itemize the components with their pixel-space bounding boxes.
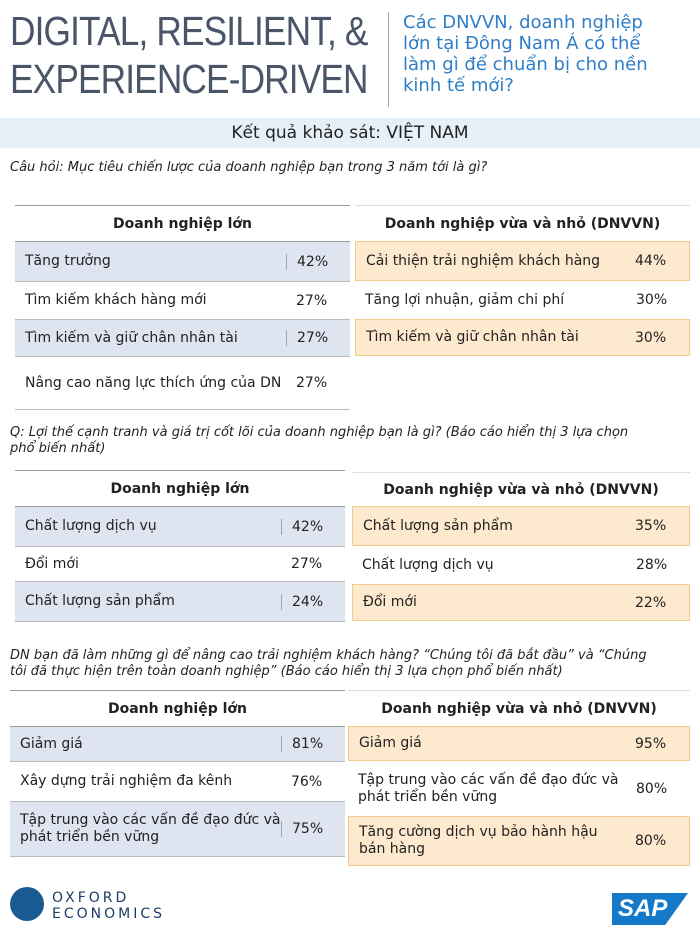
row-label: Chất lượng sản phẩm: [25, 593, 175, 609]
table-row: Tìm kiếm khách hàng mới 27%: [15, 282, 350, 320]
row-percent: 28%: [636, 557, 668, 573]
header-question: Các DNVVN, doanh nghiệp lớn tại Đông Nam…: [403, 12, 648, 96]
section-question: DN bạn đã làm những gì để nâng cao trải …: [10, 648, 647, 679]
table-row: Giảm giá 95%: [348, 726, 690, 761]
row-percent: 42%: [281, 518, 345, 535]
section-question: Câu hỏi: Mục tiêu chiến lược của doanh n…: [10, 160, 488, 175]
row-percent: 24%: [281, 593, 345, 610]
row-percent: 80%: [636, 780, 668, 797]
row-label: Chất lượng dịch vụ: [362, 556, 494, 573]
divider: [388, 12, 389, 107]
table-heading: Doanh nghiệp vừa và nhỏ (DNVVN): [348, 690, 690, 726]
table-heading: Doanh nghiệp lớn: [10, 690, 345, 727]
table: Doanh nghiệp lớn Tăng trưởng 42% Tìm kiếm k…: [15, 205, 350, 410]
row-label: Đổi mới: [25, 555, 79, 572]
table-row: Tăng trưởng 42%: [15, 242, 350, 282]
table-row: Nâng cao năng lực thích ứng của DN 27%: [15, 357, 350, 410]
table-heading: Doanh nghiệp vừa và nhỏ (DNVVN): [355, 205, 690, 241]
row-percent: 27%: [296, 375, 328, 391]
row-label: Nâng cao năng lực thích ứng của DN: [25, 374, 282, 391]
row-percent: 42%: [286, 253, 350, 270]
row-label: Giảm giá: [20, 735, 83, 752]
row-percent: 76%: [291, 773, 323, 790]
row-percent: 44%: [635, 253, 667, 269]
row-label: Tập trung vào các vấn đề đạo đức và phát…: [20, 812, 281, 845]
row-percent: 35%: [635, 518, 667, 534]
row-percent: 27%: [291, 556, 323, 572]
table: Doanh nghiệp lớn Giảm giá 81% Xây dựng trải…: [10, 690, 345, 857]
row-percent: 80%: [635, 833, 667, 849]
table-row: Chất lượng sản phẩm 24%: [15, 582, 345, 622]
table-row: Đổi mới 22%: [352, 584, 690, 621]
row-percent: 75%: [281, 821, 345, 837]
oxford-logo-icon: [10, 887, 44, 921]
table-row: Chất lượng dịch vụ 28%: [352, 546, 690, 584]
table-row: Tập trung vào các vấn đề đạo đức và phát…: [348, 761, 690, 816]
row-label: Giảm giá: [359, 735, 422, 751]
table-row: Tăng lợi nhuận, giảm chi phí 30%: [355, 281, 690, 319]
table-row: Tìm kiếm và giữ chân nhân tài 30%: [355, 319, 690, 356]
table-row: Cải thiện trải nghiệm khách hàng 44%: [355, 241, 690, 281]
row-label: Chất lượng dịch vụ: [25, 518, 157, 534]
row-percent: 27%: [296, 292, 328, 309]
row-label: Đổi mới: [363, 594, 417, 610]
table-row: Chất lượng dịch vụ 42%: [15, 507, 345, 547]
row-label: Xây dựng trải nghiệm đa kênh: [20, 773, 233, 789]
table-heading: Doanh nghiệp lớn: [15, 470, 345, 507]
subtitle: Kết quả khảo sát: VIỆT NAM: [0, 118, 700, 148]
table-row: Xây dựng trải nghiệm đa kênh 76%: [10, 762, 345, 802]
row-label: Tìm kiếm khách hàng mới: [25, 292, 207, 308]
table-row: Tìm kiếm và giữ chân nhân tài 27%: [15, 320, 350, 357]
logo-text: OXFORD: [52, 890, 130, 906]
row-percent: 95%: [635, 735, 667, 752]
row-percent: 22%: [635, 594, 667, 611]
row-label: Tập trung vào các vấn đề đạo đức và phát…: [358, 771, 619, 805]
row-label: Cải thiện trải nghiệm khách hàng: [366, 252, 601, 269]
row-label: Tăng lợi nhuận, giảm chi phí: [365, 291, 565, 308]
table-row: Chất lượng sản phẩm 35%: [352, 506, 690, 546]
oxford-logo: OXFORD ECONOMICS: [52, 890, 165, 922]
table: Doanh nghiệp vừa và nhỏ (DNVVN) Chất lượn…: [352, 472, 690, 621]
logo-text: ECONOMICS: [52, 906, 166, 922]
row-label: Tăng trưởng: [25, 253, 111, 269]
table-row: Tăng cường dịch vụ bảo hành hậu bán hàng…: [348, 816, 690, 866]
table-row: Giảm giá 81%: [10, 727, 345, 762]
sap-logo: SAP: [612, 893, 688, 925]
row-percent: 81%: [281, 736, 345, 752]
row-percent: 27%: [286, 330, 350, 346]
table-row: Đổi mới 27%: [15, 547, 345, 582]
table-row: Tập trung vào các vấn đề đạo đức và phát…: [10, 802, 345, 857]
row-label: Tìm kiếm và giữ chân nhân tài: [366, 329, 579, 345]
table: Doanh nghiệp vừa và nhỏ (DNVVN) Cải thiện…: [355, 205, 690, 356]
section-question: Q: Lợi thế cạnh tranh và giá trị cốt lõi…: [10, 425, 629, 456]
table: Doanh nghiệp lớn Chất lượng dịch vụ 42% Đổi…: [15, 470, 345, 622]
table: Doanh nghiệp vừa và nhỏ (DNVVN) Giảm giá 9…: [348, 690, 690, 866]
row-label: Tăng cường dịch vụ bảo hành hậu bán hàng: [359, 824, 598, 857]
title-line: EXPERIENCE-DRIVEN: [10, 56, 369, 102]
table-heading: Doanh nghiệp vừa và nhỏ (DNVVN): [352, 472, 690, 506]
row-label: Chất lượng sản phẩm: [363, 517, 513, 534]
row-percent: 30%: [635, 329, 667, 346]
row-percent: 30%: [636, 292, 668, 308]
row-label: Tìm kiếm và giữ chân nhân tài: [25, 329, 238, 346]
title-line: DIGITAL, RESILIENT, &: [10, 8, 368, 54]
table-heading: Doanh nghiệp lớn: [15, 205, 350, 242]
